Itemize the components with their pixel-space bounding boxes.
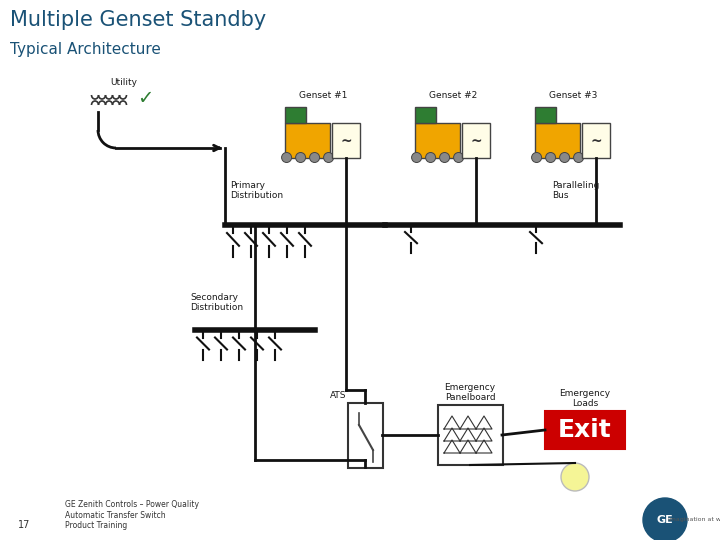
Bar xyxy=(332,123,360,158)
Text: ~: ~ xyxy=(590,135,602,149)
Bar xyxy=(438,405,503,465)
Bar xyxy=(284,123,330,158)
Text: GE Zenith Controls – Power Quality
Automatic Transfer Switch
Product Training: GE Zenith Controls – Power Quality Autom… xyxy=(65,500,199,530)
Text: ~: ~ xyxy=(340,135,352,149)
Circle shape xyxy=(546,152,556,163)
Bar xyxy=(284,106,305,123)
Text: Genset #1: Genset #1 xyxy=(299,91,347,100)
Circle shape xyxy=(561,463,589,491)
Circle shape xyxy=(574,152,584,163)
Text: Exit: Exit xyxy=(558,418,612,442)
Text: ~: ~ xyxy=(470,135,482,149)
Text: Multiple Genset Standby: Multiple Genset Standby xyxy=(10,10,266,30)
Bar xyxy=(348,403,383,468)
Circle shape xyxy=(310,152,320,163)
Bar xyxy=(545,411,625,449)
Text: ✓: ✓ xyxy=(137,89,153,107)
Bar xyxy=(415,106,436,123)
Circle shape xyxy=(559,152,570,163)
Text: 17: 17 xyxy=(18,520,30,530)
Circle shape xyxy=(412,152,422,163)
Text: Secondary
Distribution: Secondary Distribution xyxy=(190,293,243,312)
Text: Genset #2: Genset #2 xyxy=(429,91,477,100)
Bar xyxy=(534,123,580,158)
Bar xyxy=(415,123,460,158)
Text: Typical Architecture: Typical Architecture xyxy=(10,42,161,57)
Text: Paralleling
Bus: Paralleling Bus xyxy=(552,180,599,200)
Text: imagination at work: imagination at work xyxy=(668,517,720,523)
Circle shape xyxy=(531,152,541,163)
Circle shape xyxy=(323,152,333,163)
Circle shape xyxy=(282,152,292,163)
Text: Emergency
Panelboard: Emergency Panelboard xyxy=(444,383,495,402)
Text: Primary
Distribution: Primary Distribution xyxy=(230,180,283,200)
Text: GE: GE xyxy=(657,515,673,525)
Bar xyxy=(582,123,610,158)
Bar xyxy=(534,106,556,123)
Circle shape xyxy=(454,152,464,163)
Circle shape xyxy=(426,152,436,163)
Bar xyxy=(462,123,490,158)
Text: Utility: Utility xyxy=(110,78,137,87)
Text: Genset #3: Genset #3 xyxy=(549,91,597,100)
Circle shape xyxy=(643,498,687,540)
Text: Emergency
Loads: Emergency Loads xyxy=(559,389,611,408)
Circle shape xyxy=(440,152,449,163)
Circle shape xyxy=(296,152,305,163)
Text: ATS: ATS xyxy=(330,391,346,400)
